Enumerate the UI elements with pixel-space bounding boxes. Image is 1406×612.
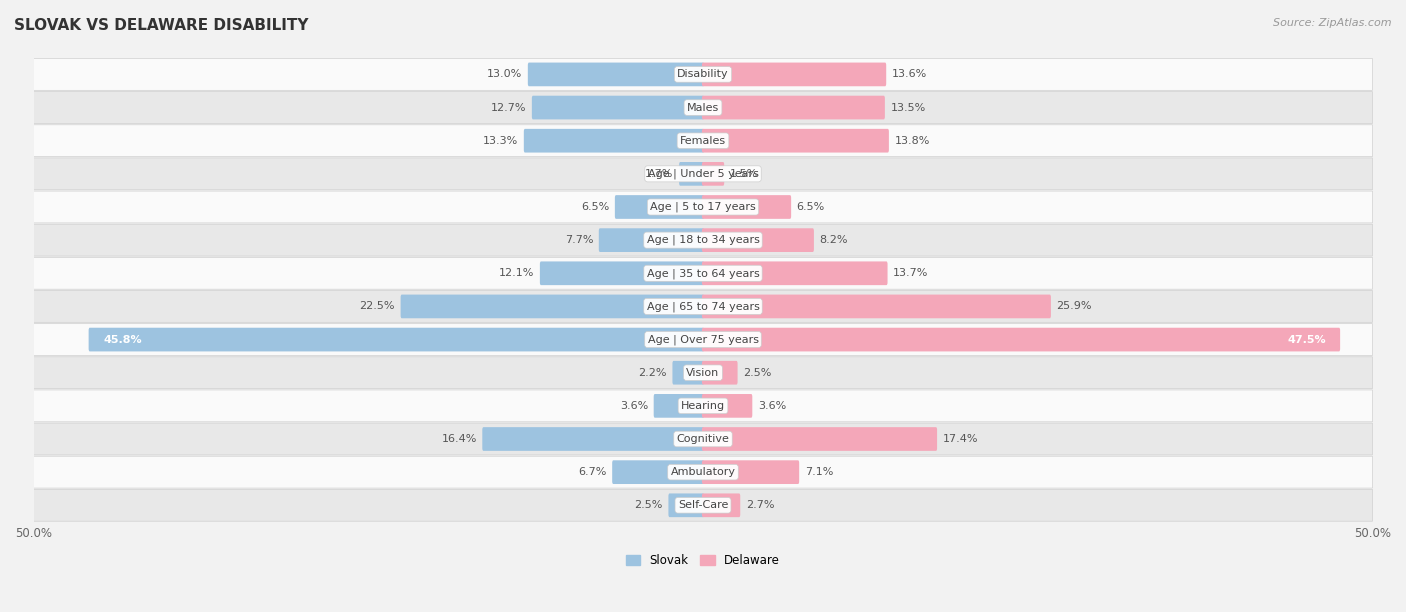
- FancyBboxPatch shape: [654, 394, 704, 418]
- Text: Cognitive: Cognitive: [676, 434, 730, 444]
- FancyBboxPatch shape: [401, 294, 704, 318]
- Text: 1.5%: 1.5%: [730, 169, 758, 179]
- FancyBboxPatch shape: [34, 191, 1372, 223]
- Text: 3.6%: 3.6%: [758, 401, 786, 411]
- FancyBboxPatch shape: [599, 228, 704, 252]
- FancyBboxPatch shape: [702, 493, 740, 517]
- FancyBboxPatch shape: [34, 390, 1372, 422]
- Text: Ambulatory: Ambulatory: [671, 467, 735, 477]
- FancyBboxPatch shape: [482, 427, 704, 451]
- FancyBboxPatch shape: [668, 493, 704, 517]
- FancyBboxPatch shape: [702, 95, 884, 119]
- Text: SLOVAK VS DELAWARE DISABILITY: SLOVAK VS DELAWARE DISABILITY: [14, 18, 308, 34]
- Text: 2.7%: 2.7%: [745, 500, 775, 510]
- FancyBboxPatch shape: [34, 324, 1372, 356]
- Text: Age | Over 75 years: Age | Over 75 years: [648, 334, 758, 345]
- FancyBboxPatch shape: [702, 129, 889, 152]
- Text: 12.7%: 12.7%: [491, 103, 526, 113]
- Text: 17.4%: 17.4%: [942, 434, 979, 444]
- Text: Hearing: Hearing: [681, 401, 725, 411]
- FancyBboxPatch shape: [702, 261, 887, 285]
- FancyBboxPatch shape: [702, 327, 1340, 351]
- Text: Disability: Disability: [678, 69, 728, 80]
- Text: 6.5%: 6.5%: [581, 202, 609, 212]
- Text: 8.2%: 8.2%: [820, 235, 848, 245]
- FancyBboxPatch shape: [614, 195, 704, 219]
- FancyBboxPatch shape: [89, 327, 704, 351]
- FancyBboxPatch shape: [34, 457, 1372, 488]
- Text: 7.7%: 7.7%: [565, 235, 593, 245]
- Text: 2.5%: 2.5%: [634, 500, 662, 510]
- FancyBboxPatch shape: [702, 460, 799, 484]
- Text: Age | 5 to 17 years: Age | 5 to 17 years: [650, 202, 756, 212]
- Text: Source: ZipAtlas.com: Source: ZipAtlas.com: [1274, 18, 1392, 28]
- Text: Vision: Vision: [686, 368, 720, 378]
- Text: 13.0%: 13.0%: [486, 69, 522, 80]
- Text: Males: Males: [688, 103, 718, 113]
- FancyBboxPatch shape: [531, 95, 704, 119]
- Text: 22.5%: 22.5%: [360, 302, 395, 312]
- FancyBboxPatch shape: [702, 361, 738, 384]
- FancyBboxPatch shape: [702, 228, 814, 252]
- Text: 12.1%: 12.1%: [499, 268, 534, 278]
- Text: Age | 35 to 64 years: Age | 35 to 64 years: [647, 268, 759, 278]
- Text: 2.2%: 2.2%: [638, 368, 666, 378]
- FancyBboxPatch shape: [524, 129, 704, 152]
- FancyBboxPatch shape: [702, 294, 1050, 318]
- FancyBboxPatch shape: [34, 92, 1372, 124]
- Text: Females: Females: [681, 136, 725, 146]
- Text: 6.5%: 6.5%: [797, 202, 825, 212]
- FancyBboxPatch shape: [34, 224, 1372, 256]
- FancyBboxPatch shape: [34, 423, 1372, 455]
- Text: 13.3%: 13.3%: [484, 136, 519, 146]
- Text: 1.7%: 1.7%: [645, 169, 673, 179]
- Text: 6.7%: 6.7%: [578, 467, 606, 477]
- FancyBboxPatch shape: [612, 460, 704, 484]
- FancyBboxPatch shape: [34, 357, 1372, 389]
- FancyBboxPatch shape: [34, 291, 1372, 323]
- FancyBboxPatch shape: [34, 59, 1372, 91]
- FancyBboxPatch shape: [702, 162, 724, 185]
- Text: 13.7%: 13.7%: [893, 268, 928, 278]
- FancyBboxPatch shape: [34, 258, 1372, 289]
- FancyBboxPatch shape: [679, 162, 704, 185]
- Text: Age | 18 to 34 years: Age | 18 to 34 years: [647, 235, 759, 245]
- Text: Age | Under 5 years: Age | Under 5 years: [648, 168, 758, 179]
- FancyBboxPatch shape: [702, 427, 936, 451]
- Text: Self-Care: Self-Care: [678, 500, 728, 510]
- Text: 13.8%: 13.8%: [894, 136, 929, 146]
- FancyBboxPatch shape: [702, 394, 752, 418]
- Text: 3.6%: 3.6%: [620, 401, 648, 411]
- FancyBboxPatch shape: [527, 62, 704, 86]
- FancyBboxPatch shape: [34, 125, 1372, 157]
- Text: 2.5%: 2.5%: [744, 368, 772, 378]
- Text: 16.4%: 16.4%: [441, 434, 477, 444]
- FancyBboxPatch shape: [672, 361, 704, 384]
- Text: 7.1%: 7.1%: [804, 467, 834, 477]
- Text: 13.5%: 13.5%: [890, 103, 925, 113]
- Text: 13.6%: 13.6%: [891, 69, 927, 80]
- FancyBboxPatch shape: [702, 195, 792, 219]
- Text: 45.8%: 45.8%: [103, 335, 142, 345]
- FancyBboxPatch shape: [540, 261, 704, 285]
- FancyBboxPatch shape: [702, 62, 886, 86]
- Text: 25.9%: 25.9%: [1056, 302, 1092, 312]
- Text: 47.5%: 47.5%: [1286, 335, 1326, 345]
- FancyBboxPatch shape: [34, 158, 1372, 190]
- Legend: Slovak, Delaware: Slovak, Delaware: [621, 549, 785, 572]
- Text: Age | 65 to 74 years: Age | 65 to 74 years: [647, 301, 759, 312]
- FancyBboxPatch shape: [34, 490, 1372, 521]
